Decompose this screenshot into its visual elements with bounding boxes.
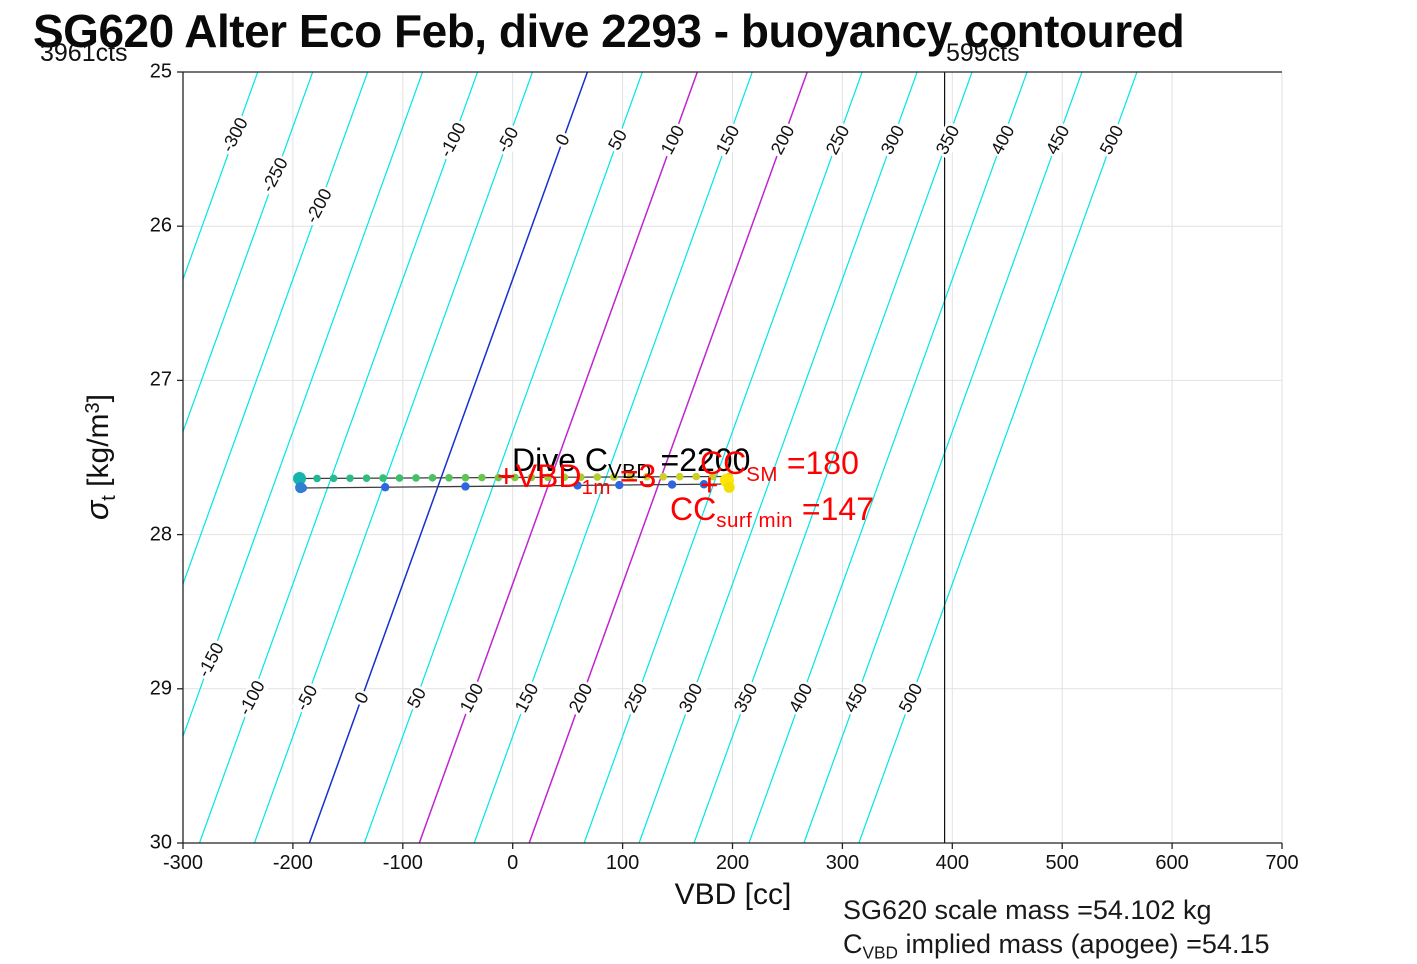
- annotation-dive-cvbd-text: Dive C: [512, 442, 609, 478]
- contour-line--50: [253, 72, 534, 843]
- data-layer: [292, 471, 735, 494]
- x-tick-label--200: -200: [272, 852, 313, 874]
- dive-point: [313, 474, 321, 483]
- vbd-counts-left-label: 3961cts: [40, 39, 128, 67]
- vbd-counts-line-label: 599cts: [946, 39, 1020, 67]
- y-tick-label-29: 29: [149, 677, 172, 700]
- grid-layer: [183, 72, 1283, 843]
- dive-point: [461, 473, 470, 482]
- climb-point: [381, 483, 390, 492]
- y-tick-label-28: 28: [149, 523, 172, 546]
- annotation-vbd-1m-text: +VBD: [497, 458, 582, 494]
- y-axis-label-bracket: ]: [82, 393, 115, 403]
- implied-mass-text: CVBD implied mass (apogee) =54.15: [843, 929, 1269, 964]
- contour-line-0: [308, 72, 589, 843]
- apogee-marker-lower: [723, 481, 735, 493]
- y-axis-label-units: [kg/m: [82, 413, 115, 496]
- dive-point: [692, 472, 701, 481]
- annotation-vbd-1m: +VBD1m =3: [497, 460, 656, 498]
- dive-point: [428, 474, 437, 482]
- dive-point: [494, 473, 503, 482]
- climb-point: [667, 480, 677, 489]
- annotation-vbd-1m-sub: 1m: [581, 475, 611, 499]
- page-title: SG620 Alter Eco Feb, dive 2293 - buoyanc…: [33, 5, 1185, 57]
- dive-point: [346, 474, 354, 483]
- dive-start-marker: [292, 471, 306, 485]
- y-tick-label-25: 25: [149, 60, 172, 83]
- x-tick-label-400: 400: [935, 852, 969, 874]
- y-tick-label-30: 30: [149, 831, 172, 854]
- cc-sm-marker: [701, 477, 717, 493]
- climb-point: [461, 482, 470, 491]
- annotation-cc-sm-sub: SM: [746, 462, 778, 486]
- annotation-cc-surf-min: CCsurf min =147: [670, 493, 874, 531]
- x-tick-label-700: 700: [1265, 852, 1299, 874]
- scale-mass-text: SG620 scale mass =54.102 kg: [843, 895, 1212, 925]
- y-axis-label: σt [kg/m3]: [79, 394, 121, 520]
- y-tick-label-26: 26: [149, 214, 172, 237]
- y-axis-label-sub: t: [98, 495, 120, 501]
- dive-point: [379, 474, 387, 482]
- dive-point: [642, 473, 651, 481]
- annotation-cc-sm: CCSM =180: [700, 447, 859, 485]
- y-axis-label-sup: 3: [82, 402, 104, 414]
- annotation-cc-surf-min-sub: surf min: [716, 508, 794, 532]
- dive-point: [511, 473, 519, 482]
- x-tick-label--300: -300: [162, 852, 204, 874]
- implied-mass-rest: implied mass (apogee) =54.15: [898, 929, 1270, 959]
- contour-line-50: [363, 72, 643, 843]
- annotation-dive-cvbd-sub: VBD: [608, 459, 652, 483]
- dive-point: [626, 473, 635, 481]
- dive-point: [577, 473, 585, 481]
- annotation-cc-sm-value: =180: [777, 445, 859, 481]
- contour-line--300: [183, 72, 259, 281]
- dive-point: [593, 473, 602, 481]
- climb-point: [573, 481, 582, 490]
- x-axis-label: VBD [cc]: [674, 878, 792, 911]
- x-tick-label-200: 200: [715, 852, 750, 874]
- annotation-dive-cvbd-value: =2200: [651, 442, 751, 478]
- contour-line--250: [183, 72, 314, 434]
- implied-mass-sub: VBD: [862, 942, 899, 963]
- climb-end-marker: [295, 482, 307, 494]
- contour-line--150: [183, 72, 424, 739]
- annotation-vbd-1m-value: =3: [610, 458, 657, 494]
- dive-point: [544, 473, 552, 482]
- dive-point: [560, 473, 569, 482]
- x-tick-label-300: 300: [825, 852, 860, 874]
- x-tick-label--100: -100: [382, 852, 423, 874]
- dive-point: [445, 473, 453, 482]
- x-tick-label-500: 500: [1045, 852, 1079, 874]
- y-axis-label-sigma: σ: [79, 500, 115, 521]
- dive-point: [478, 473, 486, 482]
- annotation-dive-cvbd: Dive CVBD =2200: [512, 444, 750, 482]
- axes-layer: [177, 71, 1283, 849]
- dive-point: [395, 474, 404, 482]
- annotation-cc-surf-min-text: CC: [670, 491, 717, 527]
- annotation-cc-surf-min-value: =147: [793, 491, 874, 527]
- dive-point: [527, 473, 536, 482]
- dive-point: [329, 474, 338, 483]
- x-tick-label-600: 600: [1155, 852, 1189, 874]
- dive-point: [412, 474, 420, 482]
- x-tick-label-100: 100: [605, 852, 640, 874]
- annotation-cc-sm-text: CC: [700, 445, 747, 481]
- dive-point: [659, 472, 668, 481]
- contour-line-100: [418, 72, 699, 843]
- implied-mass-prefix: C: [843, 929, 863, 959]
- contour-line--100: [198, 72, 479, 843]
- dive-point: [708, 472, 717, 481]
- contour-line-500: [858, 72, 1138, 843]
- x-tick-label-0: 0: [507, 852, 519, 874]
- dive-point: [675, 472, 684, 481]
- y-tick-label-27: 27: [149, 368, 172, 391]
- dive-point: [610, 473, 618, 481]
- contour-line-150: [473, 72, 753, 843]
- dive-point: [362, 474, 371, 482]
- climb-point: [615, 480, 624, 490]
